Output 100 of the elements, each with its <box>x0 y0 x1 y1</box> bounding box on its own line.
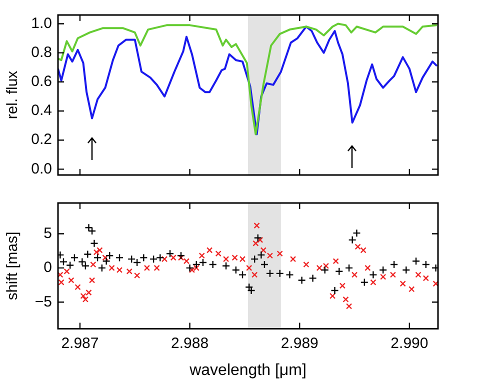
y-tick-label: 0.2 <box>31 131 52 148</box>
point <box>82 296 89 302</box>
point <box>102 254 108 261</box>
point <box>298 276 306 284</box>
point <box>316 264 322 272</box>
point <box>176 252 186 260</box>
point <box>102 257 110 266</box>
point <box>74 284 81 290</box>
point <box>354 244 361 250</box>
point <box>320 266 329 274</box>
point <box>260 247 266 254</box>
point <box>161 256 168 262</box>
point <box>286 270 294 279</box>
point <box>342 296 349 302</box>
point <box>68 277 74 284</box>
point <box>188 266 196 274</box>
point <box>408 286 415 292</box>
x-tick-label: 2.987 <box>61 334 99 352</box>
point <box>329 292 336 300</box>
point <box>215 250 222 257</box>
point <box>64 268 70 274</box>
x-axis-title: wavelength [μm] <box>188 362 306 379</box>
point <box>144 264 150 272</box>
point <box>170 254 176 261</box>
point <box>332 258 339 264</box>
point <box>276 269 284 278</box>
point <box>88 277 96 284</box>
point <box>290 256 296 262</box>
point <box>206 247 213 254</box>
x-tick-label: 2.988 <box>171 334 209 352</box>
point <box>90 239 98 248</box>
point <box>93 249 100 256</box>
point <box>352 228 361 238</box>
y-axis-title: shift [mas] <box>4 232 22 300</box>
point <box>308 274 317 282</box>
y-tick-label: 1.0 <box>31 14 52 32</box>
point <box>232 266 240 274</box>
point <box>222 262 230 270</box>
point <box>254 234 262 242</box>
point <box>260 260 269 269</box>
point <box>276 250 283 257</box>
point <box>250 254 259 264</box>
x-tick-label: 2.990 <box>390 334 428 352</box>
point <box>166 249 174 258</box>
point <box>78 258 86 266</box>
point <box>339 282 346 289</box>
point <box>115 254 124 262</box>
point <box>208 260 217 269</box>
y-axis-title: rel. flux <box>4 70 22 120</box>
point <box>246 264 252 272</box>
point <box>346 303 352 310</box>
y-tick-label: −5 <box>34 293 52 310</box>
y-tick-label: 5 <box>44 224 52 242</box>
point <box>134 272 140 279</box>
point <box>422 275 429 282</box>
point <box>344 264 354 272</box>
point <box>380 274 386 280</box>
point <box>303 261 310 268</box>
point <box>126 268 132 274</box>
point <box>80 292 86 300</box>
point <box>90 261 96 268</box>
point <box>93 254 102 262</box>
point <box>149 254 158 264</box>
point <box>140 254 148 262</box>
point <box>154 264 160 272</box>
y-tick-label: 0.6 <box>31 73 52 90</box>
point <box>348 236 356 244</box>
point <box>369 270 378 279</box>
point <box>70 254 79 262</box>
point <box>198 252 205 259</box>
point <box>178 254 184 261</box>
point <box>193 264 200 272</box>
point <box>360 278 369 286</box>
point <box>390 272 396 278</box>
point <box>156 254 164 262</box>
point <box>266 252 274 259</box>
point <box>335 267 344 276</box>
point <box>330 286 339 295</box>
point <box>84 250 92 258</box>
point <box>116 266 123 274</box>
point <box>257 250 266 260</box>
point <box>108 264 115 272</box>
y-tick-label: 0.0 <box>31 160 52 178</box>
point <box>192 260 200 269</box>
point <box>322 262 330 269</box>
point <box>364 264 371 272</box>
point <box>252 272 258 278</box>
point <box>106 252 114 260</box>
y-tick-label: 0.8 <box>31 44 52 61</box>
point <box>183 258 190 264</box>
point <box>88 226 96 236</box>
point <box>400 280 406 287</box>
point <box>257 236 264 243</box>
point <box>238 270 247 279</box>
point <box>390 260 398 269</box>
y-tick-label: 0 <box>44 259 52 276</box>
point <box>360 247 366 254</box>
point <box>254 222 260 229</box>
point <box>378 266 388 274</box>
point <box>252 240 259 246</box>
